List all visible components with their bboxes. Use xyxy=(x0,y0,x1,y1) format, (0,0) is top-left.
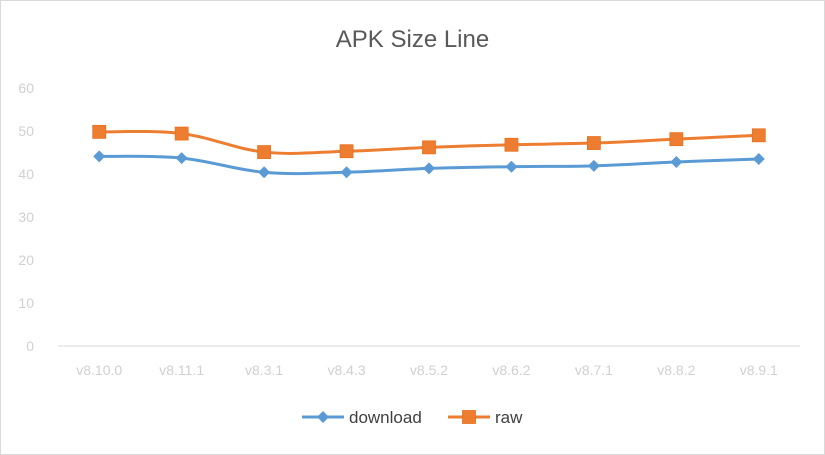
data-point-raw xyxy=(504,137,519,152)
x-tick-label: v8.11.1 xyxy=(159,362,204,378)
chart-title: APK Size Line xyxy=(335,26,490,53)
y-tick-label: 60 xyxy=(18,80,34,96)
legend: download raw xyxy=(302,408,523,427)
y-tick-label: 0 xyxy=(26,338,34,354)
x-tick-label: v8.7.1 xyxy=(575,362,613,378)
data-point-download xyxy=(93,150,106,163)
y-tick-label: 10 xyxy=(18,295,34,311)
data-point-raw xyxy=(257,145,272,159)
x-tick-label: v8.9.1 xyxy=(740,362,778,378)
data-point-download xyxy=(505,160,518,173)
data-point-raw xyxy=(669,132,684,147)
legend-entry-raw: raw xyxy=(448,408,523,427)
data-point-download xyxy=(670,155,683,168)
x-tick-label: v8.3.1 xyxy=(245,362,283,378)
x-tick-label: v8.10.0 xyxy=(76,362,122,378)
data-point-raw xyxy=(174,126,189,141)
data-point-download xyxy=(587,159,600,172)
x-tick-label: v8.4.3 xyxy=(327,362,365,378)
y-axis: 0 10 20 30 40 50 60 xyxy=(18,80,34,354)
data-point-raw xyxy=(422,140,436,155)
y-tick-label: 30 xyxy=(18,209,34,225)
legend-label: download xyxy=(349,408,422,427)
x-tick-label: v8.8.2 xyxy=(657,362,695,378)
data-point-download xyxy=(258,166,271,179)
y-tick-label: 20 xyxy=(18,252,34,268)
data-point-download xyxy=(423,162,435,175)
data-point-raw xyxy=(751,128,766,143)
series-raw xyxy=(92,124,766,159)
legend-marker-download xyxy=(317,411,329,423)
y-tick-label: 50 xyxy=(18,123,34,139)
x-axis: v8.10.0 v8.11.1 v8.3.1 v8.4.3 v8.5.2 v8.6.2 v8… xyxy=(58,345,800,378)
data-point-raw xyxy=(339,144,354,159)
legend-label: raw xyxy=(495,408,523,427)
data-point-raw xyxy=(92,124,107,139)
series-download xyxy=(93,150,765,179)
series-layer xyxy=(92,124,766,179)
legend-marker-raw xyxy=(462,410,476,424)
data-point-download xyxy=(340,166,353,179)
x-tick-label: v8.6.2 xyxy=(492,362,530,378)
x-tick-label: v8.5.2 xyxy=(410,362,448,378)
data-point-raw xyxy=(586,136,601,150)
legend-entry-download: download xyxy=(302,408,422,427)
y-tick-label: 40 xyxy=(18,166,34,182)
data-point-download xyxy=(752,152,765,165)
data-point-download xyxy=(175,152,188,165)
